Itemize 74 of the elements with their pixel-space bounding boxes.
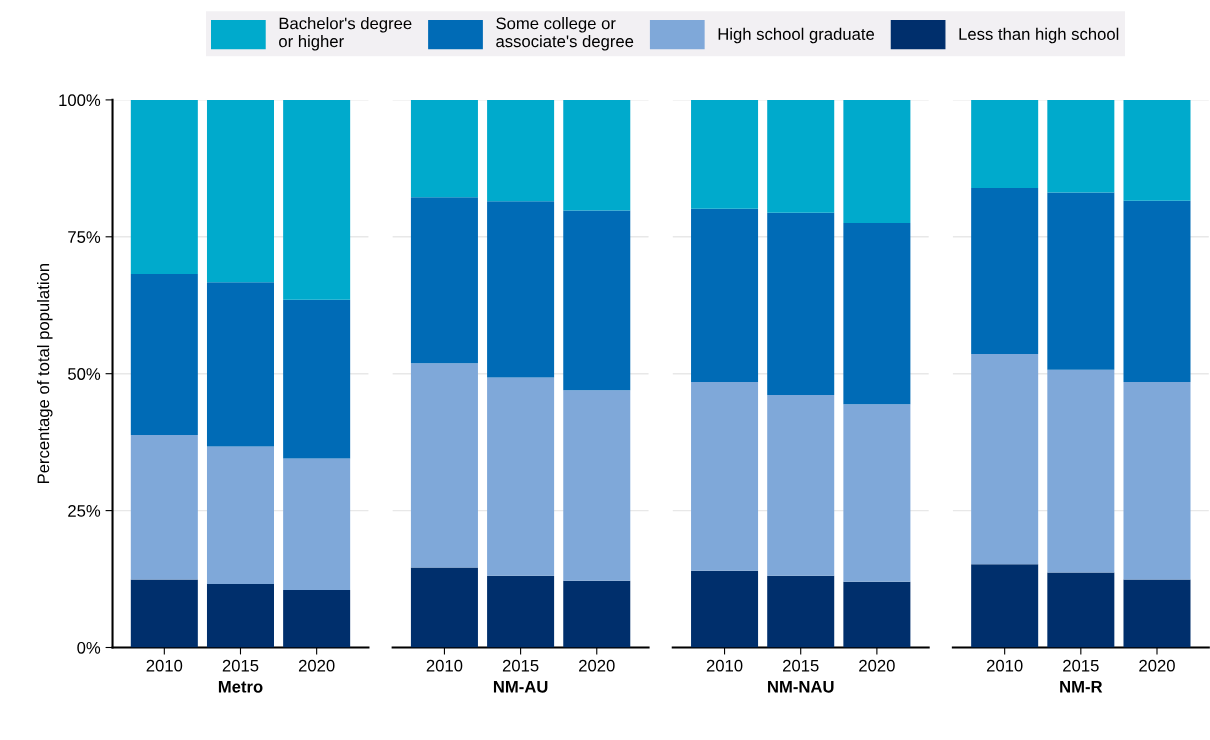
bar [843,99,911,224]
x-tick-label: 2020 [1139,659,1175,672]
bar [691,99,759,209]
y-tick-label: 75% [68,231,101,243]
y-axis-title: Percentage of total population [37,264,53,484]
bar [410,99,478,198]
bar [487,377,555,576]
bar [130,435,198,580]
bar [283,458,351,590]
bar [971,353,1039,565]
bar [1047,99,1115,193]
bar [130,579,198,648]
bar [691,208,759,382]
x-tick-label: 2010 [146,659,183,672]
x-axis-title: NM-AU [493,681,548,693]
bar [971,564,1039,648]
y-tick-label: 50% [68,368,101,380]
bar [1123,200,1191,382]
x-tick-label: 2015 [502,659,539,672]
bar [130,99,198,275]
bar [691,381,759,571]
bar [1047,369,1115,573]
x-tick-label: 2020 [579,659,615,672]
x-axis-title: Metro [218,681,263,693]
bar [691,570,759,648]
bar [563,210,631,391]
bar [1123,99,1191,201]
bar [843,404,911,582]
bar [283,99,351,300]
x-tick-label: 2010 [426,659,463,672]
bar [563,580,631,648]
bar [563,99,631,211]
bar [971,188,1039,354]
bar [971,99,1039,189]
bar [206,583,274,648]
bar [563,390,631,581]
bar [487,575,555,648]
legend-label: Some college or associate's degree [496,17,634,51]
x-tick-label: 2010 [706,659,743,672]
x-tick-label: 2015 [1063,659,1099,672]
bar [1047,192,1115,370]
bar [283,299,351,459]
x-tick-label: 2020 [859,659,895,672]
legend-label: Bachelor's degree or higher [279,17,412,51]
bar [767,575,835,648]
bar [767,99,835,213]
x-tick-label: 2015 [783,659,819,672]
bar [283,590,351,648]
bar [1123,579,1191,648]
x-tick-label: 2020 [298,659,335,672]
bar [487,201,555,378]
x-tick-label: 2015 [222,659,259,672]
bar [130,274,198,436]
bar [410,197,478,364]
bar [843,581,911,648]
bar [487,99,555,202]
x-tick-label: 2010 [986,659,1023,672]
bar [206,99,274,283]
bar [206,446,274,584]
bar [1047,572,1115,648]
x-axis-title: NM-R [1060,681,1103,693]
legend-label: High school graduate [718,27,875,44]
y-tick-label: 0% [77,641,101,654]
bar [843,223,911,405]
x-axis-title: NM-NAU [768,681,834,693]
y-tick-label: 100% [59,94,101,107]
bar [767,395,835,576]
legend-label: Less than high school [959,27,1119,44]
bar [206,282,274,447]
bar [1123,381,1191,580]
y-tick-label: 25% [68,505,101,517]
bar [410,363,478,568]
bar [767,212,835,396]
bar [410,567,478,648]
